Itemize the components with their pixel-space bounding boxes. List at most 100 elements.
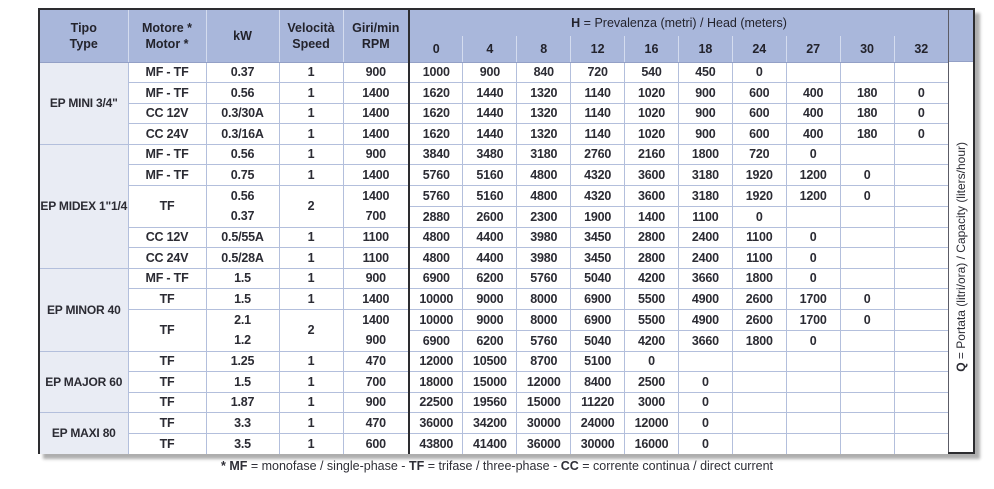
- rpm-value: 700: [365, 209, 386, 224]
- value-cell: 450: [677, 61, 733, 83]
- value-cell: 1200: [785, 184, 841, 207]
- speed-cell: 1: [278, 350, 343, 372]
- value-cell: 1140: [570, 102, 625, 124]
- value-cell: 1920: [731, 184, 787, 207]
- table-row: CC 12V 0.3/30A 1 1400 1620 1440 1320 1140 1020 90…: [40, 102, 949, 124]
- value-cell: 10000: [408, 308, 463, 331]
- kw-cell: 1.87: [205, 391, 279, 413]
- head-title-text: = Prevalenza (metri) / Head (meters): [580, 16, 787, 30]
- motor-cell: TF: [127, 350, 206, 372]
- motor-cell: TF: [127, 432, 206, 454]
- footnote-text: = monofase / single-phase -: [247, 459, 409, 473]
- value-cell: 0: [731, 61, 787, 83]
- value-cell: 41400: [462, 432, 517, 454]
- value-cell: 0: [785, 226, 841, 248]
- value-cell: 1140: [570, 82, 625, 104]
- kw-cell: 1.25: [205, 350, 279, 372]
- rpm-cell: 470: [342, 350, 409, 372]
- rpm-cell: 600: [342, 432, 409, 454]
- value-cell: 180: [839, 123, 895, 145]
- value-cell: 16000: [624, 432, 679, 454]
- value-cell: 1100: [731, 226, 787, 248]
- table-row: CC 12V 0.5/55A 1 1100 4800 4400 3980 3450 2800 24…: [40, 226, 949, 248]
- value-cell: 0: [785, 143, 841, 165]
- table-row: TF 1.87 1 900 22500 19560 15000 11220 3000 0: [40, 391, 949, 413]
- table-row: EP MAXI 80 TF 3.3 1 470 36000 34200 30000 24000 1…: [40, 412, 949, 454]
- value-cell: 900: [462, 61, 517, 83]
- col-header-rpm-en: RPM: [361, 36, 390, 51]
- head-value-18: 18: [677, 36, 733, 63]
- value-cell: [893, 164, 949, 186]
- rpm-cell: 1400: [342, 288, 409, 310]
- head-value-4: 4: [462, 36, 517, 63]
- value-cell: 600: [731, 123, 787, 145]
- speed-cell: 1: [278, 123, 343, 145]
- value-cell: 600: [731, 82, 787, 104]
- value-cell: 1000: [408, 61, 463, 83]
- value-cell: 0: [893, 102, 949, 124]
- value-cell: 0: [839, 308, 895, 331]
- value-cell: 400: [785, 82, 841, 104]
- value-cell: 2760: [570, 143, 625, 165]
- value-cell: [893, 371, 949, 393]
- section-ep-mini-3-4-: EP MINI 3/4" MF - TF 0.37 1 900 1000 900 840 720…: [40, 61, 949, 145]
- value-cell: 4200: [624, 267, 679, 289]
- value-cell: 5500: [624, 288, 679, 310]
- value-cell: 540: [624, 61, 679, 83]
- value-cell: 4800: [408, 226, 463, 248]
- footnote-text: = corrente continua / direct current: [578, 459, 774, 473]
- value-cell: 900: [677, 102, 733, 124]
- value-cell: 34200: [462, 412, 517, 434]
- rpm-value: 1400: [362, 188, 390, 203]
- value-cell: 43800: [408, 432, 463, 454]
- table-row: 6900 6200 5760 5040 4200 3660 1800 0: [40, 329, 949, 352]
- value-cell: [677, 350, 733, 372]
- value-cell: 4400: [462, 226, 517, 248]
- value-cell: 2600: [731, 308, 787, 331]
- table-row: EP MAJOR 60 TF 1.25 1 470 12000 10500 8700 5100 0: [40, 350, 949, 413]
- head-value-27: 27: [785, 36, 841, 63]
- kw-cell: 0.5/55A: [205, 226, 279, 248]
- value-cell: [785, 205, 841, 228]
- head-value-16: 16: [624, 36, 679, 63]
- value-cell: 5160: [462, 164, 517, 186]
- value-cell: 5040: [570, 267, 625, 289]
- speed-cell: 1: [278, 412, 343, 434]
- value-cell: [893, 247, 949, 269]
- rpm-cell: 1400: [342, 123, 409, 145]
- value-cell: 2800: [624, 247, 679, 269]
- pump-capacity-table: Tipo Type Motore * Motor * kW Velocità S…: [38, 8, 975, 454]
- kw-cell: 0.56: [205, 143, 279, 165]
- value-cell: 12000: [516, 371, 571, 393]
- value-cell: 4900: [677, 288, 733, 310]
- value-cell: [893, 412, 949, 434]
- rpm-value: 900: [365, 333, 386, 348]
- value-cell: 5760: [516, 329, 571, 352]
- kw-value: 0.56: [230, 188, 255, 203]
- col-header-kw: kW: [205, 10, 279, 63]
- kw-cell: 0.3/16A: [205, 123, 279, 145]
- capacity-axis-header-fill: [949, 10, 973, 62]
- value-cell: 30000: [516, 412, 571, 434]
- col-header-rpm: Giri/min RPM: [342, 10, 409, 63]
- value-cell: 2600: [731, 288, 787, 310]
- speed-cell: 1: [278, 164, 343, 186]
- value-cell: 9000: [462, 288, 517, 310]
- head-values-row: 0 4 8 12 16 18 24 27 30 32: [40, 36, 949, 63]
- type-cell: EP MAXI 80: [40, 412, 128, 454]
- value-cell: [785, 432, 841, 454]
- capacity-axis-label-area: Q = Portata (litri/ora) / Capacity (lite…: [949, 62, 973, 452]
- value-cell: 8700: [516, 350, 571, 372]
- value-cell: 6900: [408, 267, 463, 289]
- value-cell: 6200: [462, 267, 517, 289]
- table-row: TF 0.56 0.37 2 1400 700 5760 5160 4800 4320 3600 31…: [40, 184, 949, 228]
- kw-cell: 1.5: [205, 288, 279, 310]
- kw-cell: 1.5: [205, 267, 279, 289]
- value-cell: 3600: [624, 184, 679, 207]
- footnote-term: TF: [408, 459, 425, 473]
- value-cell: [839, 412, 895, 434]
- value-cell: [893, 432, 949, 454]
- rpm-cell: 900: [342, 267, 409, 289]
- value-cell: 1320: [516, 123, 571, 145]
- footnote-term: CC: [560, 459, 579, 473]
